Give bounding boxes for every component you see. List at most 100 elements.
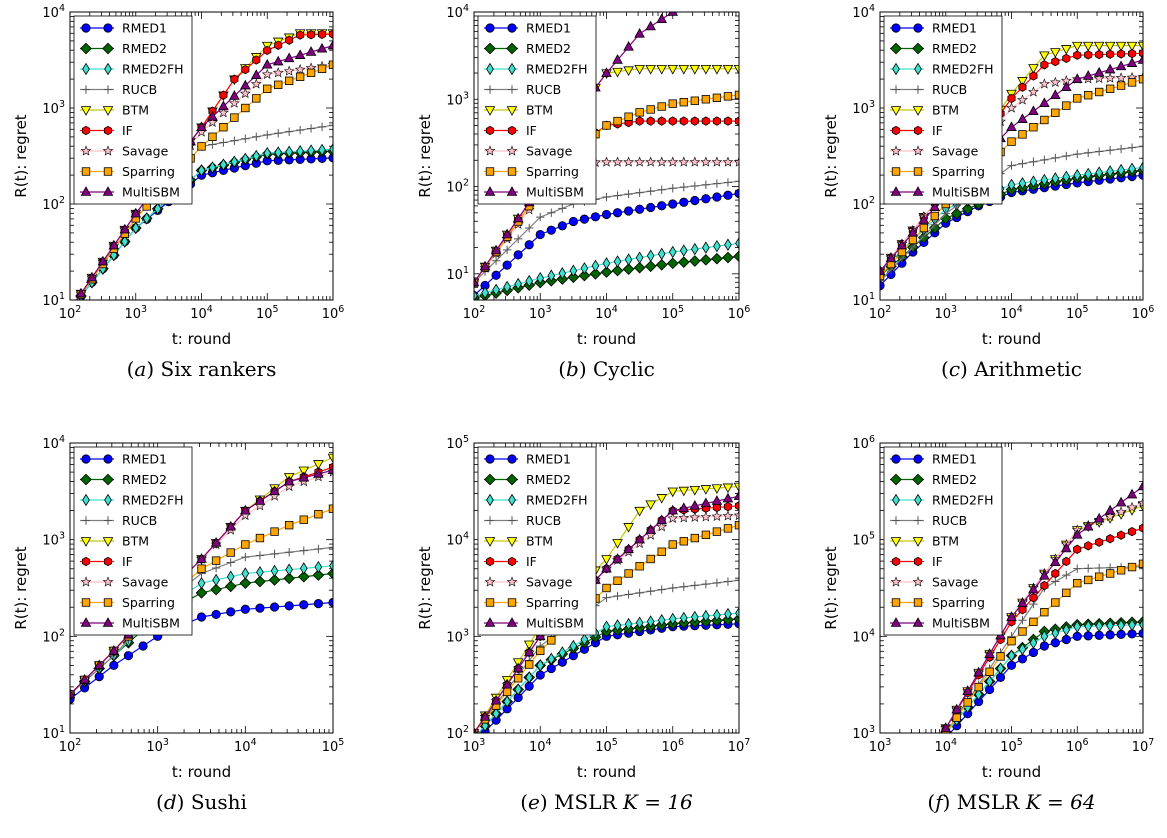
data-point [130,207,142,218]
data-point [1104,504,1116,515]
data-point [733,482,739,493]
data-point [635,108,644,117]
y-tick-label: 102 [446,178,469,196]
data-point [1029,157,1038,166]
x-tick-label: 103 [146,737,169,755]
data-point [634,64,645,75]
data-point [307,144,315,157]
data-point [1093,72,1105,84]
y-axis-label: R(t): regret [822,114,840,197]
data-point [1040,60,1049,70]
data-point [713,608,721,622]
data-point [502,260,512,270]
data-point [656,156,668,167]
legend: RMED1 RMED2 RMED2FH RUCB BTM IF Savage Sparring… [883,15,1003,205]
panel-caption: (f) MSLR K = 64 [927,790,1095,814]
data-point [722,510,734,521]
data-point [622,263,635,275]
data-point [503,695,511,708]
x-tick-label: 106 [322,304,345,322]
data-point [525,223,534,233]
data-point [230,113,239,122]
legend-marker [891,23,901,33]
data-point [285,145,293,159]
data-point [120,235,129,248]
data-point [1127,562,1137,572]
data-point [623,206,634,216]
data-point [1018,176,1027,190]
data-point [316,42,328,53]
data-point [880,271,885,281]
x-tick-label: 105 [595,737,618,755]
y-axis-label: R(t): regret [12,114,30,197]
data-point [270,527,279,536]
y-tick-label: 105 [446,434,469,452]
data-point [226,558,235,567]
data-point [624,569,633,578]
data-point [677,256,690,268]
data-point [1050,556,1061,566]
data-point [557,221,567,231]
data-point [314,560,323,574]
data-point [284,548,294,557]
data-point [1084,541,1093,551]
legend-marker [485,125,495,136]
panel-caption: (e) MSLR K = 16 [520,790,693,814]
data-point [299,562,308,575]
data-point [1007,137,1016,146]
legend: RMED1 RMED2 RMED2FH RUCB BTM IF Savage Sparring… [73,15,193,205]
data-point [963,698,972,707]
data-point [1106,619,1114,632]
data-point [624,112,633,121]
data-point [1138,523,1143,533]
legend-marker [103,85,113,94]
legend-marker [890,106,902,116]
data-point [1094,630,1104,640]
legend-marker [506,537,518,547]
legend-marker [81,125,91,136]
data-point [255,533,265,543]
data-point [79,673,90,684]
x-axis-label: t: round [172,330,231,348]
legend-marker [890,617,902,627]
legend-marker [80,186,92,196]
data-point [314,544,323,554]
data-point [1073,578,1082,588]
data-point [679,116,688,126]
data-point [285,563,293,576]
data-point [734,501,739,511]
legend-marker [103,23,113,33]
data-point [1051,108,1060,117]
legend-marker [912,106,924,116]
data-point [667,504,679,515]
x-tick-label: 102 [59,304,82,322]
data-point [1106,49,1115,59]
legend-label: RMED2 [122,472,167,487]
data-point [1084,564,1093,573]
data-point [512,662,524,673]
data-point [1083,631,1093,641]
data-point [86,271,98,282]
data-point [298,466,310,477]
data-point [1071,528,1083,539]
legend-marker [913,167,923,176]
data-point [1084,50,1093,60]
data-point [700,254,712,266]
data-point [657,185,666,194]
data-point [256,565,264,579]
data-point [722,251,734,264]
legend-label: MultiSBM [932,616,990,631]
data-point [312,569,325,581]
data-point [962,685,973,695]
data-point [296,30,305,40]
data-point [623,41,634,51]
data-point [274,129,283,138]
data-point [299,600,309,610]
data-point [535,229,545,240]
data-point [1105,146,1115,155]
legend-marker [103,167,113,176]
data-point [294,63,306,75]
x-tick-label: 103 [463,737,486,755]
panel-caption: (c) Arithmetic [941,357,1082,381]
legend-marker [912,473,924,486]
